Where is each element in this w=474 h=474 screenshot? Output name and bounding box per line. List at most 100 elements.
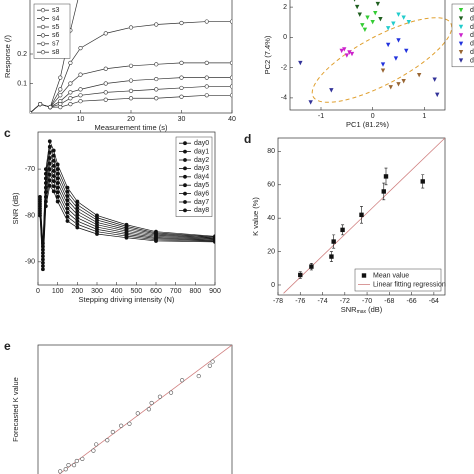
marks <box>283 138 445 294</box>
marker <box>435 92 440 98</box>
marker <box>420 179 425 184</box>
marker <box>110 429 115 435</box>
y-axis-label: PC2 (7.4%) <box>263 35 272 74</box>
y-tick-label: -70 <box>25 166 35 173</box>
marker <box>378 17 383 22</box>
marker <box>68 81 73 86</box>
marker <box>391 21 396 26</box>
marker <box>135 411 140 416</box>
marker <box>47 172 52 177</box>
marker <box>51 163 56 168</box>
marker <box>375 1 381 7</box>
marker <box>331 239 336 244</box>
y-axis-label: Response (/) <box>3 35 12 78</box>
marker <box>388 85 393 90</box>
marker <box>146 407 151 412</box>
marker <box>353 0 356 2</box>
marker <box>128 78 134 83</box>
legend-marker <box>183 191 187 196</box>
marker <box>51 169 56 173</box>
marks <box>30 0 232 113</box>
marker <box>229 75 232 80</box>
marker <box>43 204 48 209</box>
legend-label: day2 <box>194 157 209 164</box>
legend-marker <box>183 183 187 188</box>
marker <box>74 458 79 464</box>
legend-marker <box>458 8 464 13</box>
marker <box>344 53 350 58</box>
legend-label: day4 <box>194 174 209 181</box>
fit-line <box>58 345 232 474</box>
legend-marker <box>458 50 464 55</box>
plot-frame <box>277 137 446 296</box>
legend-marker <box>183 141 187 146</box>
marker <box>75 222 80 227</box>
y-tick-label: 40 <box>267 215 275 222</box>
marker <box>124 235 129 240</box>
marker <box>68 96 73 101</box>
marker <box>47 178 52 183</box>
marker <box>119 423 124 428</box>
legend-marker <box>40 24 46 30</box>
marker <box>357 12 362 17</box>
marker <box>340 227 345 233</box>
x-tick-label: -74 <box>317 298 327 305</box>
marker <box>196 373 201 379</box>
marker <box>401 79 406 84</box>
marker <box>103 97 108 102</box>
marker <box>68 90 73 95</box>
legend-marker <box>183 158 187 162</box>
x-axis-label-main: SNR <box>341 305 357 314</box>
series-line <box>39 184 215 270</box>
x-tick-label: 900 <box>209 288 221 295</box>
marker <box>309 264 314 269</box>
marker <box>94 442 99 447</box>
x-tick-label: 0 <box>36 288 40 295</box>
legend-label: day6 <box>194 190 209 197</box>
x-axis-label: SNRmax (dB) <box>341 305 383 315</box>
x-tick-label: -72 <box>340 298 350 305</box>
marker <box>229 19 232 24</box>
legend-marker <box>458 33 464 38</box>
marker <box>154 239 158 243</box>
marker <box>179 60 184 65</box>
legend-label: s7 <box>52 41 60 48</box>
marker <box>47 167 52 171</box>
legend-label: s5 <box>52 24 60 31</box>
marker <box>154 22 159 27</box>
legend-label: day2 <box>470 7 474 14</box>
x-tick-label: 100 <box>52 288 64 295</box>
marker <box>65 219 70 223</box>
marker <box>154 76 159 82</box>
marker <box>75 212 80 217</box>
x-axis-label: Measurement time (s) <box>95 123 168 132</box>
y-tick-label: 0 <box>271 282 275 289</box>
legend-marker <box>40 16 46 21</box>
y-tick-label: -2 <box>281 64 287 71</box>
marker <box>103 81 108 86</box>
marker <box>381 189 386 194</box>
marker <box>179 94 184 99</box>
legend-label: day0 <box>194 140 209 147</box>
marker <box>47 150 52 155</box>
legend-label: day7 <box>470 49 474 56</box>
y-tick-label: 60 <box>267 182 275 189</box>
marker <box>68 102 73 107</box>
x-tick-label: 700 <box>170 288 182 295</box>
y-axis-label: K value (%) <box>251 197 260 236</box>
plot-frame <box>37 344 233 474</box>
y-tick-label: 2 <box>283 4 287 11</box>
panel-label: d <box>244 132 251 146</box>
marker <box>95 232 99 236</box>
y-axis-label: SNR (dB) <box>11 192 20 225</box>
marker <box>204 75 209 80</box>
legend-marker <box>361 273 367 278</box>
marker <box>66 463 71 468</box>
marker <box>75 225 80 230</box>
legend-marker <box>458 41 464 46</box>
x-axis-label-unit: (dB) <box>366 305 383 314</box>
y-tick-label: -80 <box>25 212 35 219</box>
marker <box>103 66 108 71</box>
marker <box>78 45 83 51</box>
legend-label: Linear fitting regression <box>373 281 446 288</box>
